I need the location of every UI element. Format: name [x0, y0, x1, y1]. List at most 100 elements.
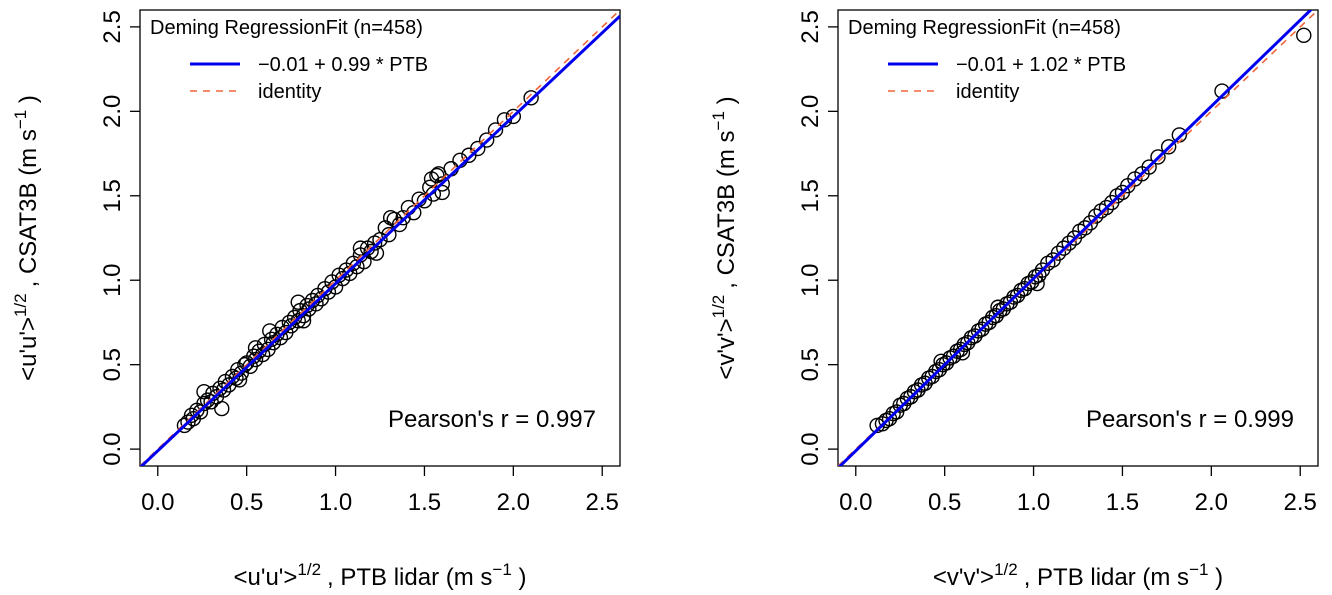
data-point: [505, 108, 522, 125]
x-tick-label: 0.0: [839, 489, 872, 516]
legend-identity-label: identity: [956, 81, 1019, 103]
x-axis-label-unit_sup: −1: [492, 560, 511, 579]
y-tick-label: 1.0: [797, 264, 824, 297]
data-point: [352, 240, 369, 256]
x-axis-label-prefix: <u'u'>: [234, 564, 298, 591]
x-tick-label: 1.0: [1017, 489, 1050, 516]
panel-uu: 0.0 0.5 1.0 1.5 2.0 2.5 0.0 0.5 1.0 1.5 2.0 2.5 Demi…: [11, 9, 621, 591]
y-tick-label: 0.5: [797, 348, 824, 381]
data-point: [1050, 245, 1067, 261]
y-axis-label-unit_sup: −1: [11, 110, 30, 129]
y-tick-label: 2.0: [797, 95, 824, 128]
data-point: [470, 140, 486, 157]
x-tick-label: 2.0: [497, 489, 530, 516]
data-point: [290, 313, 306, 329]
panel-vv: 0.0 0.5 1.0 1.5 2.0 2.5 0.0 0.5 1.0 1.5 2.0 2.5 Demi…: [709, 9, 1319, 591]
data-point: [247, 340, 264, 356]
y-tick-label: 0.5: [99, 348, 126, 381]
data-point: [1296, 27, 1312, 44]
plot-frame: [837, 9, 1319, 467]
data-point: [1077, 220, 1093, 236]
x-tick-label: 0.5: [928, 489, 961, 516]
data-point: [1056, 240, 1072, 256]
data-point: [1160, 139, 1177, 155]
y-axis-label: <v'v'>1/2 , CSAT3B (m s−1 ): [709, 96, 740, 379]
y-tick-label: 2.0: [99, 95, 126, 128]
data-point: [215, 382, 232, 398]
y-axis-label-sup: 1/2: [709, 295, 728, 319]
x-axis-label-mid: , PTB lidar (m s: [1024, 564, 1189, 591]
data-point: [382, 210, 399, 226]
data-point: [1141, 159, 1157, 175]
y-axis-label-prefix: <v'v'>: [713, 318, 740, 379]
x-tick-label: 1.5: [1106, 489, 1139, 516]
data-point: [196, 383, 212, 400]
legend-identity-label: identity: [258, 81, 321, 103]
fit-line: [838, 10, 1313, 466]
legend: Deming RegressionFit (n=458) −0.01 + 1.02…: [848, 17, 1126, 103]
y-axis-label-prefix: <u'u'>: [15, 317, 42, 381]
data-point: [487, 122, 504, 138]
y-axis-label-mid: , CSAT3B (m s: [15, 129, 42, 287]
x-tick-label: 2.5: [1284, 489, 1317, 516]
legend-fit-label: −0.01 + 1.02 * PTB: [956, 54, 1126, 76]
x-axis-label-sup: 1/2: [994, 560, 1018, 579]
y-tick-label: 1.5: [797, 179, 824, 212]
data-point: [395, 210, 411, 226]
data-point: [263, 331, 280, 348]
y-axis-label-sup: 1/2: [11, 293, 30, 317]
x-axis-label-mid: , PTB lidar (m s: [327, 564, 492, 591]
y-tick-label: 0.0: [797, 432, 824, 465]
plot-frame: [139, 9, 621, 467]
y-tick-label: 1.0: [99, 264, 126, 297]
legend-title: Deming RegressionFit (n=458): [150, 17, 423, 39]
pearson-annotation: Pearson's r = 0.999: [1086, 406, 1294, 433]
x-axis-label-sup: 1/2: [297, 560, 321, 579]
x-tick-label: 2.5: [586, 489, 619, 516]
data-point: [1098, 199, 1115, 216]
x-tick-label: 1.5: [408, 489, 441, 516]
y-tick-label: 1.5: [99, 179, 126, 212]
data-point: [246, 348, 262, 364]
data-point: [523, 90, 539, 106]
y-axis-label-suffix: ): [713, 96, 740, 111]
data-point: [196, 395, 212, 412]
pearson-annotation: Pearson's r = 0.997: [388, 406, 596, 433]
x-tick-label: 1.0: [319, 489, 352, 516]
data-point: [434, 176, 450, 192]
legend: Deming RegressionFit (n=458) −0.01 + 0.99…: [150, 17, 428, 103]
x-tick-label: 0.5: [230, 489, 263, 516]
data-point: [183, 407, 200, 424]
y-tick-label: 2.5: [797, 10, 824, 43]
x-axis-label: <u'u'>1/2 , PTB lidar (m s−1 ): [234, 560, 527, 591]
data-point: [262, 323, 278, 339]
x-axis-label-unit_sup: −1: [1189, 560, 1208, 579]
x-axis-label-prefix: <v'v'>: [933, 564, 994, 591]
x-tick-label: 0.0: [141, 489, 174, 516]
identity-line: [140, 10, 620, 466]
data-point: [192, 404, 209, 420]
y-axis-label-suffix: ): [15, 95, 42, 110]
data-point: [214, 400, 230, 417]
legend-fit-label: −0.01 + 0.99 * PTB: [258, 54, 428, 76]
data-point: [1088, 208, 1104, 224]
x-axis-label-suffix: ): [1208, 564, 1223, 591]
data-point: [1031, 267, 1047, 283]
y-tick-label: 0.0: [99, 432, 126, 465]
data-point: [1150, 149, 1166, 165]
fit-line: [140, 14, 620, 466]
data-point: [290, 294, 306, 310]
x-axis-label: <v'v'>1/2 , PTB lidar (m s−1 ): [933, 560, 1223, 591]
data-point: [423, 171, 440, 187]
x-axis-label-suffix: ): [512, 564, 527, 591]
data-point: [478, 132, 495, 148]
x-tick-label: 2.0: [1195, 489, 1228, 516]
data-point: [434, 184, 450, 201]
y-tick-label: 2.5: [99, 10, 126, 43]
y-axis-label-unit_sup: −1: [709, 111, 728, 130]
data-point: [1061, 235, 1077, 251]
data-point: [1171, 127, 1188, 143]
data-point: [381, 226, 397, 243]
y-axis-label-mid: , CSAT3B (m s: [713, 130, 740, 288]
